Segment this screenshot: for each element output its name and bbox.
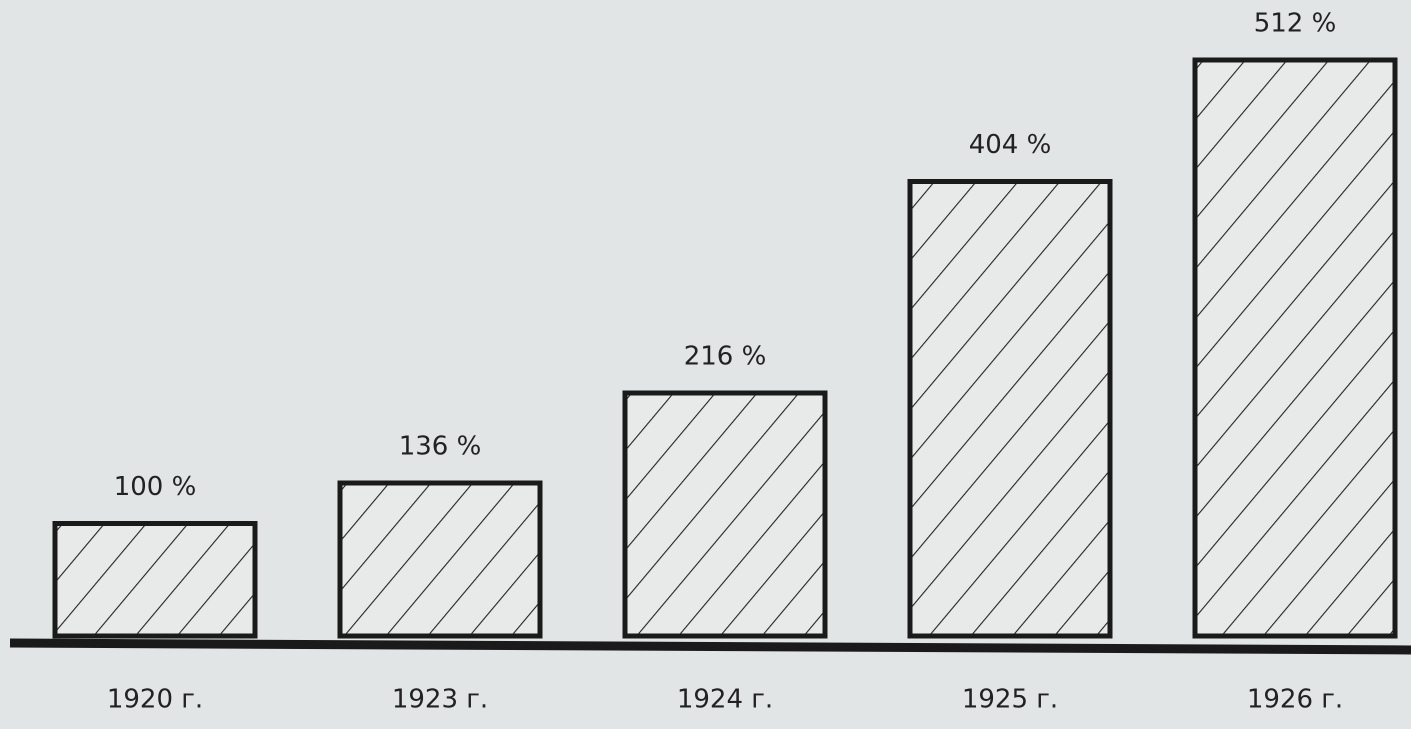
bar — [52, 521, 258, 639]
value-label: 404 % — [969, 130, 1052, 160]
baseline — [9, 638, 1411, 655]
value-label: 100 % — [114, 472, 197, 502]
x-tick-label: 1920 г. — [107, 685, 203, 715]
value-label: 216 % — [684, 342, 767, 372]
x-tick-label: 1925 г. — [962, 685, 1058, 715]
x-tick-label: 1923 г. — [392, 685, 488, 715]
bar — [907, 179, 1113, 639]
value-label: 136 % — [399, 432, 482, 462]
bar — [337, 480, 543, 639]
value-label: 512 % — [1254, 9, 1337, 39]
bar — [622, 390, 828, 639]
bar — [1192, 57, 1398, 639]
x-tick-label: 1926 г. — [1247, 685, 1343, 715]
x-tick-label: 1924 г. — [677, 685, 773, 715]
